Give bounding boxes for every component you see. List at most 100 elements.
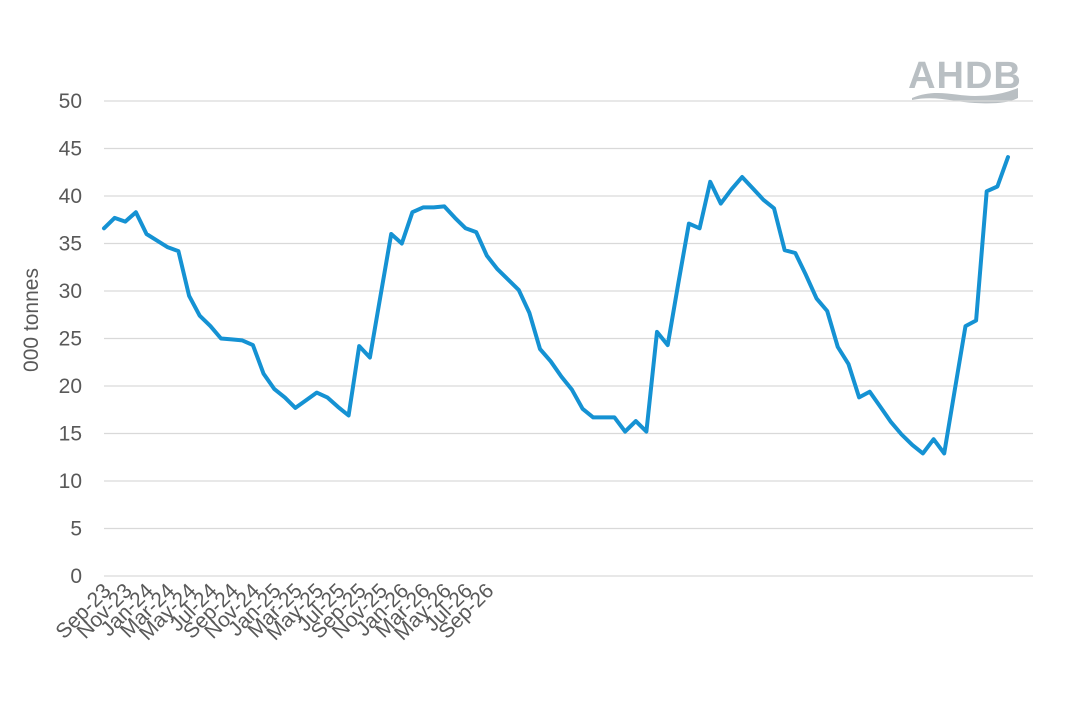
data-point <box>868 390 872 394</box>
data-point <box>485 254 489 258</box>
data-point <box>102 226 106 230</box>
x-axis-tick-labels: Sep-23Nov-23Jan-24Mar-24May-24Jul-24Sep-… <box>51 579 498 645</box>
data-point <box>719 202 723 206</box>
y-tick-label: 35 <box>59 233 82 256</box>
data-point <box>400 242 404 246</box>
data-point <box>708 180 712 184</box>
data-point <box>793 251 797 255</box>
data-point <box>612 415 616 419</box>
data-point <box>336 405 340 409</box>
data-point <box>166 245 170 249</box>
y-axis-tick-labels: 0 5 10 15 20 25 30 35 40 45 50 <box>59 90 82 588</box>
data-point <box>325 395 329 399</box>
data-point <box>262 372 266 376</box>
data-point <box>570 388 574 392</box>
data-point <box>357 344 361 348</box>
y-tick-label: 50 <box>59 90 82 113</box>
data-point <box>889 420 893 424</box>
data-point <box>634 419 638 423</box>
data-point <box>315 391 319 395</box>
data-point <box>857 395 861 399</box>
data-point <box>496 267 500 271</box>
data-point <box>751 186 755 190</box>
data-point <box>581 407 585 411</box>
y-tick-label: 30 <box>59 280 82 303</box>
data-point <box>985 189 989 193</box>
data-point <box>655 330 659 334</box>
data-point <box>698 226 702 230</box>
logo-wave-icon <box>912 88 1018 104</box>
data-point <box>198 314 202 318</box>
data-point <box>272 387 276 391</box>
y-tick-label: 20 <box>59 375 82 398</box>
data-point <box>347 413 351 417</box>
data-point <box>932 437 936 441</box>
data-point <box>953 388 957 392</box>
data-point <box>410 210 414 214</box>
data-point <box>527 311 531 315</box>
data-point <box>687 222 691 226</box>
data-point <box>836 345 840 349</box>
data-point <box>145 232 149 236</box>
y-tick-label: 25 <box>59 328 82 351</box>
data-point <box>155 239 159 243</box>
data-point <box>421 205 425 209</box>
data-point <box>676 281 680 285</box>
gridlines <box>104 100 1033 577</box>
data-point <box>602 415 606 419</box>
data-point <box>432 205 436 209</box>
y-tick-label: 0 <box>70 565 82 588</box>
data-point <box>113 216 117 220</box>
data-point <box>559 375 563 379</box>
data-point <box>219 337 223 341</box>
y-tick-label: 40 <box>59 185 82 208</box>
data-point <box>517 288 521 292</box>
y-tick-label: 45 <box>59 138 82 161</box>
data-point <box>208 324 212 328</box>
data-point <box>815 297 819 301</box>
data-point <box>240 338 244 342</box>
data-point <box>453 216 457 220</box>
data-point <box>123 220 127 224</box>
data-point <box>963 324 967 328</box>
y-tick-label: 15 <box>59 423 82 446</box>
data-point <box>910 443 914 447</box>
data-point <box>293 406 297 410</box>
data-point <box>389 232 393 236</box>
data-point <box>474 230 478 234</box>
data-point <box>995 185 999 189</box>
data-point <box>846 362 850 366</box>
data-point <box>283 395 287 399</box>
data-point <box>942 451 946 455</box>
y-axis-title: 000 tonnes <box>20 268 43 372</box>
data-point <box>825 309 829 313</box>
data-point <box>974 318 978 322</box>
data-point <box>623 430 627 434</box>
data-point <box>921 451 925 455</box>
data-point <box>729 187 733 191</box>
logo-text: AHDB <box>908 55 1022 97</box>
ahdb-logo: AHDB <box>908 55 1022 104</box>
series-group <box>102 155 1010 456</box>
data-point <box>761 198 765 202</box>
data-point <box>644 430 648 434</box>
data-point <box>772 206 776 210</box>
data-point <box>176 249 180 253</box>
data-point <box>304 398 308 402</box>
data-point <box>187 294 191 298</box>
data-point <box>538 347 542 351</box>
data-point <box>230 337 234 341</box>
series-line <box>102 155 1010 456</box>
data-point <box>804 273 808 277</box>
data-point <box>134 210 138 214</box>
data-point <box>506 278 510 282</box>
data-point <box>900 432 904 436</box>
y-tick-label: 5 <box>70 518 82 541</box>
data-point <box>442 204 446 208</box>
data-point <box>1006 155 1010 159</box>
data-point <box>878 405 882 409</box>
data-point <box>368 356 372 360</box>
data-point <box>591 415 595 419</box>
